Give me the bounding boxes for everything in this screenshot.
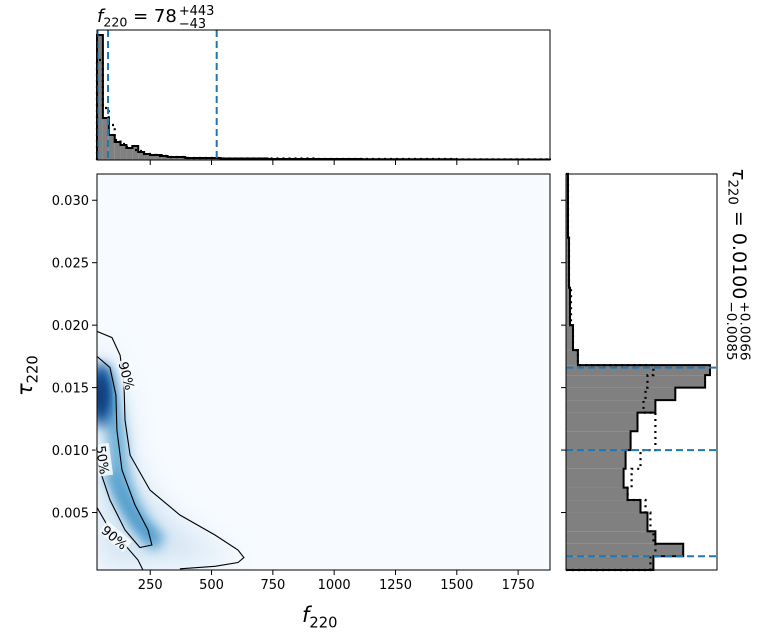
plot-layer: 250 500 750 1000 1250 1500 1750 0.005 0.010 0.015… xyxy=(13,4,753,631)
main-frame xyxy=(96,173,551,571)
label: τ220 xyxy=(13,355,41,396)
density-peak-core xyxy=(97,377,106,413)
hist-bar xyxy=(167,157,174,160)
right-frame xyxy=(565,173,718,571)
x-tick-label: 1250 xyxy=(379,578,412,593)
hist-bar xyxy=(566,365,711,376)
contour-label-bg xyxy=(94,442,114,477)
label-subscript: 220 xyxy=(103,15,127,30)
label-subscript: 220 xyxy=(309,614,337,631)
contour-label-bg xyxy=(117,358,139,393)
y-tick-label: 0.020 xyxy=(52,319,89,334)
contour-line xyxy=(97,355,153,549)
hist-bar xyxy=(566,237,569,288)
contour-label-bg xyxy=(98,520,133,553)
hist-bar xyxy=(102,118,109,160)
label: f220 = 78 xyxy=(97,6,177,30)
label-subscript: 220 xyxy=(724,179,739,204)
top-frame xyxy=(96,29,551,161)
contour-label: 90% xyxy=(115,360,137,392)
upper-limit: +0.0066 xyxy=(737,301,753,360)
x-tick-label: 1500 xyxy=(440,578,473,593)
hist-bar xyxy=(566,375,706,388)
label-symbol: τ xyxy=(728,168,750,180)
hist-bar xyxy=(566,450,626,469)
hist-bar xyxy=(566,287,570,326)
hist-dotted xyxy=(566,172,657,572)
right-label: τ220 = 0.0100 +0.0066−0.0085 xyxy=(723,168,753,361)
hist-bar xyxy=(566,412,638,432)
y-tick-label: 0.025 xyxy=(52,257,89,272)
y-tick-label: 0.030 xyxy=(52,194,89,209)
label-subscript: 220 xyxy=(24,355,41,383)
hist-bar xyxy=(173,157,180,160)
hist-bar xyxy=(566,325,573,351)
label-symbol: τ xyxy=(13,383,37,396)
x-tick-label: 750 xyxy=(260,578,285,593)
hist-bar xyxy=(126,148,133,160)
label: f220 xyxy=(302,603,337,631)
label-symbol: f xyxy=(302,603,313,627)
hist-bar xyxy=(566,387,676,401)
hist-bar xyxy=(155,155,162,160)
hist-bar xyxy=(108,135,115,160)
density-background xyxy=(97,174,550,570)
y-tick-label: 0.010 xyxy=(52,444,89,459)
hist-bar xyxy=(566,431,631,451)
y-tick-label: 0.005 xyxy=(52,507,89,522)
x-tick-label: 500 xyxy=(199,578,224,593)
hist-bar xyxy=(144,154,150,160)
hist-bar xyxy=(120,145,127,160)
hist-dotted xyxy=(95,58,552,161)
hist-bar xyxy=(149,155,156,160)
hist-bar xyxy=(566,512,648,532)
hist-bar xyxy=(566,500,641,513)
hist-bar xyxy=(97,35,103,160)
x-tick-label: 1000 xyxy=(318,578,351,593)
hist-bar xyxy=(161,156,168,160)
x-tick-label: 250 xyxy=(138,578,163,593)
hist-outline xyxy=(96,34,551,161)
label: τ220 = 0.0100 xyxy=(724,168,750,299)
hist-bar xyxy=(566,468,624,488)
label-symbol: f xyxy=(97,6,106,27)
label-value: = 0.0100 xyxy=(728,205,750,299)
x-tick-label: 1750 xyxy=(502,578,535,593)
hist-bar xyxy=(179,157,186,160)
y-tick-label: 0.015 xyxy=(52,382,89,397)
hist-bar xyxy=(132,146,139,160)
contour-label: 50% xyxy=(92,445,111,476)
hist-bar xyxy=(566,556,654,570)
hist-bar xyxy=(566,543,684,557)
hist-bar xyxy=(566,174,568,238)
hist-bar xyxy=(114,142,121,160)
y-axis-label: τ220 xyxy=(13,355,41,396)
upper-limit: +443 xyxy=(179,4,215,19)
lower-limit: −0.0085 xyxy=(723,301,739,360)
label-value: = 78 xyxy=(127,6,176,27)
hist-bar xyxy=(566,350,578,366)
hist-bar xyxy=(138,152,145,160)
hist-bar xyxy=(566,400,656,413)
hist-bar xyxy=(566,531,656,544)
lower-limit: −43 xyxy=(179,17,206,32)
hist-bar xyxy=(566,487,628,501)
